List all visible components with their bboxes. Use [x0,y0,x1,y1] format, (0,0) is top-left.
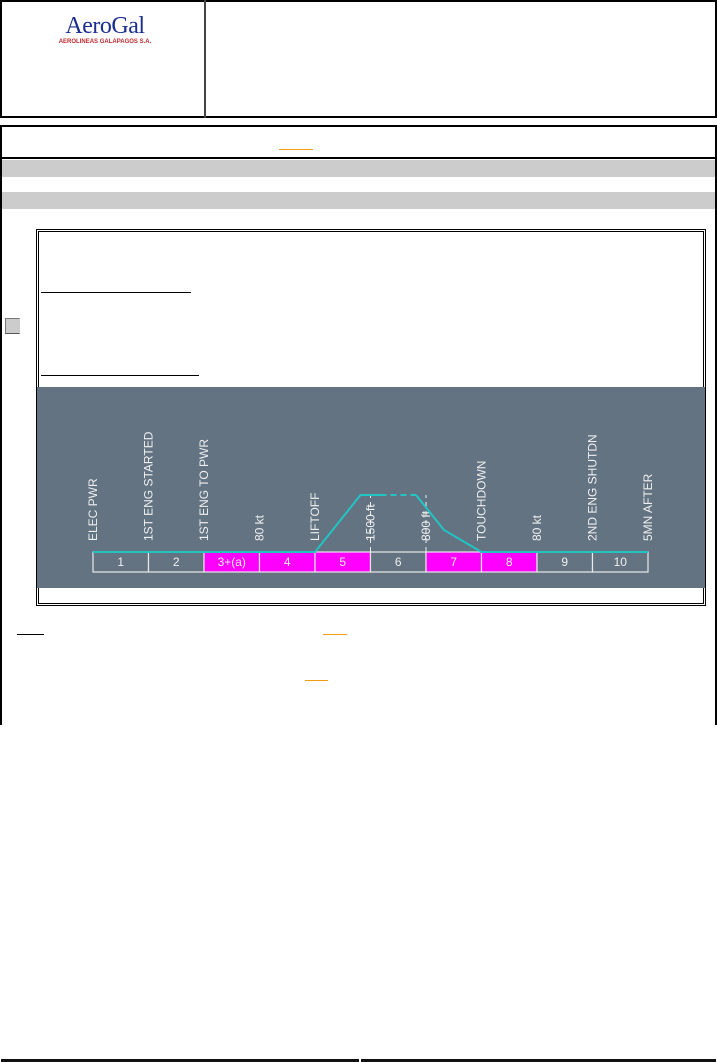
phase-label: 1 [117,555,124,569]
aerogal-logo: AeroGal AEROLINEAS GALAPAGOS S.A. [40,14,170,54]
phase-label: 8 [506,555,513,569]
phase-label: 5 [339,555,346,569]
event-label: 2ND ENG SHUTDN [586,434,600,541]
phase-label: 2 [173,555,180,569]
phase-label: 10 [614,555,628,569]
event-label: 800 ft [419,510,433,541]
event-label: 1ST ENG TO PWR [197,439,211,541]
note-link[interactable] [305,680,328,681]
section-bar [2,160,715,177]
phase-label: 3+(a) [218,555,246,569]
descent-profile-line [415,494,648,553]
event-label: TOUCHDOWN [475,461,489,541]
heading-underline [41,375,199,376]
expand-toggle[interactable] [5,318,20,334]
event-label: 5MN AFTER [641,473,655,541]
content-box [0,125,717,725]
footer-left-rule [1,1059,359,1062]
event-label: LIFTOFF [308,493,322,541]
flight-phase-svg: 1 2 3+(a) 4 5 6 7 8 9 10 ELEC PWR 1ST ENG STARTED 1S… [37,387,705,588]
note-underline [17,634,44,635]
header-box [0,0,717,118]
subsection-bar [2,192,715,209]
footer-right-rule [361,1059,716,1062]
logo-subtitle: AEROLINEAS GALAPAGOS S.A. [58,39,152,45]
flight-phase-diagram: 1 2 3+(a) 4 5 6 7 8 9 10 ELEC PWR 1ST ENG STARTED 1S… [37,387,705,588]
title-row [1,125,716,159]
heading-underline [41,292,191,293]
event-label: 80 kt [253,514,267,541]
phase-label: 6 [395,555,402,569]
logo-name: AeroGal [65,13,145,39]
event-label: 1ST ENG STARTED [142,431,156,541]
climb-profile-line [93,494,381,553]
event-label: 80 kt [530,514,544,541]
event-label: ELEC PWR [86,478,100,541]
note-link[interactable] [323,634,347,635]
phase-label: 9 [561,555,568,569]
phase-label: 4 [284,555,291,569]
phase-label: 7 [450,555,457,569]
reference-link[interactable] [279,149,313,150]
header-divider [204,0,206,118]
